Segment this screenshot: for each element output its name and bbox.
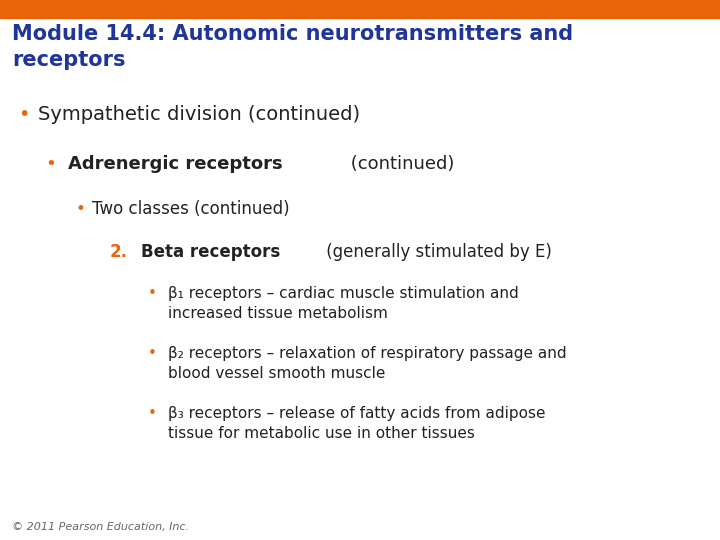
- Text: •: •: [45, 155, 55, 173]
- Text: •: •: [18, 105, 30, 124]
- Text: β₁ receptors – cardiac muscle stimulation and: β₁ receptors – cardiac muscle stimulatio…: [168, 286, 518, 301]
- Text: tissue for metabolic use in other tissues: tissue for metabolic use in other tissue…: [168, 426, 475, 441]
- Text: •: •: [75, 200, 85, 218]
- Text: increased tissue metabolism: increased tissue metabolism: [168, 306, 388, 321]
- Text: β₂ receptors – relaxation of respiratory passage and: β₂ receptors – relaxation of respiratory…: [168, 346, 567, 361]
- Text: (continued): (continued): [345, 155, 454, 173]
- Text: receptors: receptors: [12, 50, 125, 70]
- Text: β₃ receptors – release of fatty acids from adipose: β₃ receptors – release of fatty acids fr…: [168, 406, 546, 421]
- Text: © 2011 Pearson Education, Inc.: © 2011 Pearson Education, Inc.: [12, 522, 189, 532]
- Text: blood vessel smooth muscle: blood vessel smooth muscle: [168, 366, 385, 381]
- Text: Beta receptors: Beta receptors: [141, 243, 281, 261]
- Text: •: •: [148, 346, 157, 361]
- Bar: [0, 0, 720, 18]
- Text: •: •: [148, 286, 157, 301]
- Text: Adrenergic receptors: Adrenergic receptors: [68, 155, 283, 173]
- Text: (generally stimulated by E): (generally stimulated by E): [321, 243, 552, 261]
- Text: Sympathetic division (continued): Sympathetic division (continued): [38, 105, 360, 124]
- Text: •: •: [148, 406, 157, 421]
- Text: Module 14.4: Autonomic neurotransmitters and: Module 14.4: Autonomic neurotransmitters…: [12, 24, 573, 44]
- Text: 2.: 2.: [110, 243, 128, 261]
- Text: Two classes (continued): Two classes (continued): [92, 200, 289, 218]
